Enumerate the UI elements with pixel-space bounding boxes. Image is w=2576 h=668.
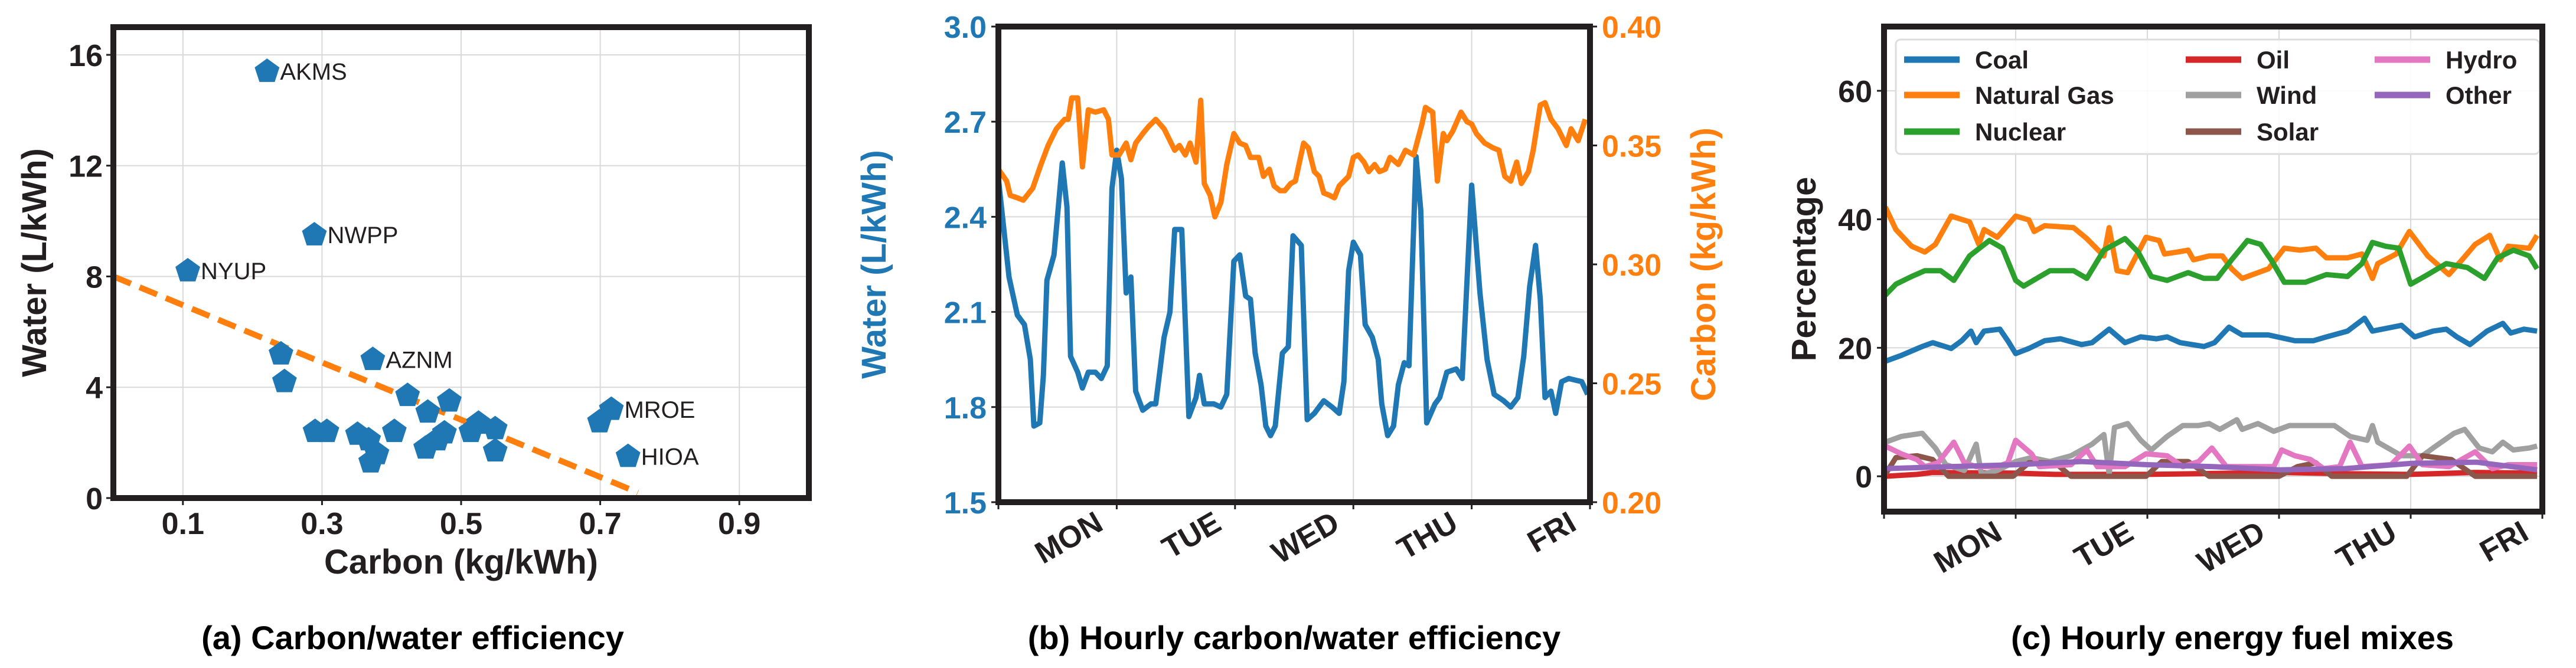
x-tick-label: 0.7	[579, 507, 621, 541]
scatter-point	[482, 438, 508, 461]
scatter-point	[437, 388, 462, 412]
point-label: MROE	[624, 397, 695, 423]
carbon-series-line	[996, 95, 1588, 220]
series-line-wind	[1884, 417, 2538, 477]
series-line-coal	[1884, 315, 2538, 364]
caption-c: (c) Hourly energy fuel mixes	[2011, 619, 2454, 656]
right-y-tick-label: 0.25	[1602, 368, 1661, 402]
water-series-line	[995, 148, 1591, 438]
y-axis-label-a: Water (L/kWh)	[15, 148, 54, 377]
left-y-tick-label: 2.1	[944, 296, 987, 330]
y-tick-label: 0	[86, 482, 103, 516]
left-y-tick-label: 2.4	[944, 201, 987, 235]
series-line-other	[1885, 459, 2538, 473]
left-y-tick-label: 1.5	[944, 486, 987, 520]
x-tick-label-b: TUE	[1157, 505, 1227, 565]
x-tick-label-b: FRI	[1522, 505, 1582, 559]
scatter-point	[175, 258, 200, 281]
point-label: AKMS	[280, 59, 347, 85]
legend-label: Other	[2446, 81, 2512, 109]
axes-frame	[1881, 24, 2545, 515]
point-label: NWPP	[327, 222, 398, 248]
x-tick-label-b: MON	[1029, 505, 1108, 571]
scatter-point	[458, 418, 484, 443]
panel-c-fuel-mix-line: (c) Hourly energy fuel mixes Percentage …	[1785, 24, 2545, 656]
x-tick-label-c: WED	[2192, 515, 2271, 580]
scatter-point	[272, 368, 297, 392]
panel-b-dual-axis-line: (b) Hourly carbon/water efficiency Water…	[855, 11, 1723, 656]
legend-label: Oil	[2257, 46, 2290, 74]
x-tick-label-b: THU	[1392, 505, 1464, 567]
left-y-tick-label: 3.0	[944, 11, 987, 45]
y-tick-label: 16	[68, 39, 103, 73]
x-tick-label: 0.1	[162, 507, 204, 541]
scatter-point	[360, 346, 386, 371]
scatter-point	[358, 449, 383, 473]
scatter-point	[615, 443, 641, 467]
legend-label: Coal	[1975, 46, 2029, 74]
panel-a-scatter: (a) Carbon/water efficiency Carbon (kg/k…	[15, 24, 812, 656]
scatter-point	[314, 418, 339, 443]
legend: Coal Natural Gas Nuclear Oil Wind Solar Hydro O…	[1895, 38, 2541, 155]
right-y-tick-label: 0.20	[1602, 486, 1661, 520]
point-label: AZNM	[386, 347, 452, 373]
y-tick-label: 40	[1838, 204, 1872, 238]
x-tick-label-c: THU	[2330, 515, 2402, 576]
x-tick-label-c: TUE	[2069, 515, 2139, 575]
y-tick-label: 8	[86, 260, 103, 294]
y-axis-label-c: Percentage	[1785, 177, 1823, 362]
legend-label: Hydro	[2446, 46, 2517, 74]
left-y-tick-label: 2.7	[944, 106, 987, 140]
right-y-tick-label: 0.35	[1602, 130, 1661, 164]
caption-a: (a) Carbon/water efficiency	[201, 619, 624, 656]
scatter-point	[395, 382, 420, 407]
x-tick-label-c: MON	[1928, 515, 2007, 580]
series-line-nuclear	[1883, 235, 2539, 297]
left-y-tick-label: 1.8	[944, 391, 987, 425]
scatter-point	[254, 58, 280, 82]
scatter-point	[482, 415, 508, 440]
y-tick-label: 0	[1855, 460, 1872, 495]
legend-label: Natural Gas	[1975, 81, 2114, 109]
y-tick-label: 4	[86, 371, 103, 405]
x-axis-label-a: Carbon (kg/kWh)	[324, 543, 598, 581]
axes-frame	[995, 24, 1593, 505]
legend-label: Nuclear	[1975, 118, 2066, 146]
right-y-axis-label-b: Carbon (kg/kWh)	[1684, 127, 1723, 401]
point-label: HIOA	[641, 444, 699, 470]
scatter-point	[382, 418, 407, 443]
y-tick-label: 20	[1838, 332, 1872, 366]
trend-line	[112, 273, 639, 496]
caption-b: (b) Hourly carbon/water efficiency	[1028, 619, 1560, 656]
scatter-point	[302, 222, 327, 245]
point-label: NYUP	[201, 258, 266, 284]
legend-label: Wind	[2257, 81, 2317, 109]
y-tick-label: 12	[68, 150, 103, 184]
x-tick-label-c: FRI	[2474, 515, 2534, 569]
left-y-axis-label-b: Water (L/kWh)	[855, 150, 893, 379]
x-tick-label: 0.9	[718, 507, 760, 541]
scatter-point	[413, 435, 438, 459]
x-tick-label: 0.3	[301, 507, 343, 541]
scatter-point	[415, 399, 440, 423]
right-y-tick-label: 0.30	[1602, 248, 1661, 283]
right-y-tick-label: 0.40	[1602, 11, 1661, 45]
legend-label: Solar	[2257, 118, 2319, 146]
scatter-point	[269, 340, 293, 365]
scatter-point	[587, 408, 612, 433]
x-tick-label: 0.5	[440, 507, 482, 541]
x-tick-label-b: WED	[1266, 505, 1345, 571]
series-line-natural-gas	[1883, 205, 2539, 281]
y-tick-label: 60	[1838, 75, 1872, 109]
axes-frame	[110, 24, 812, 501]
